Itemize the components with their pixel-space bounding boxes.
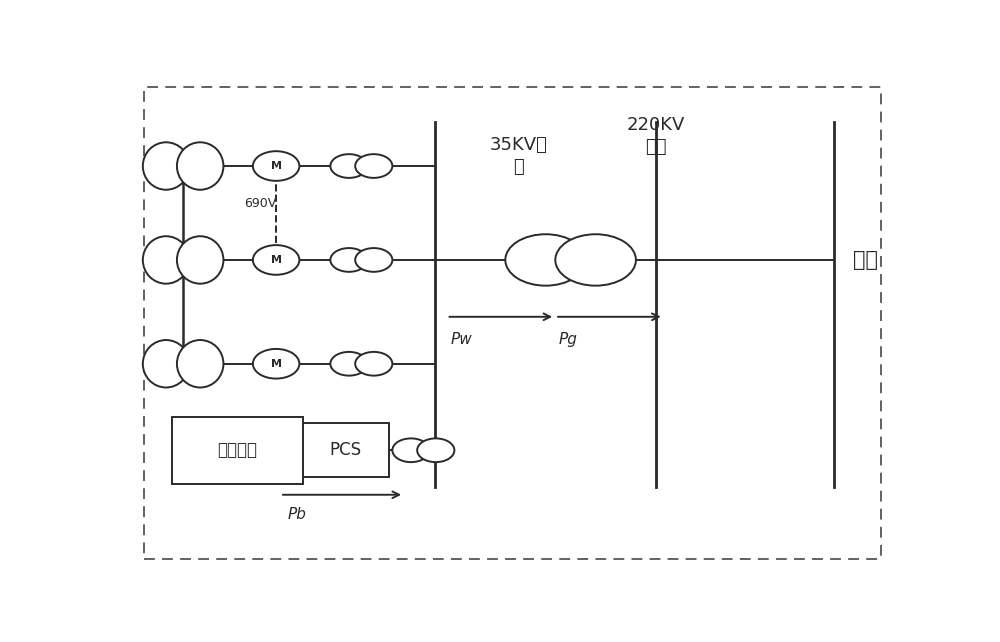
Text: Pw: Pw bbox=[450, 331, 472, 347]
Ellipse shape bbox=[177, 236, 223, 284]
Text: 储能电池: 储能电池 bbox=[217, 441, 257, 459]
Circle shape bbox=[417, 438, 454, 462]
Text: 220KV
母线: 220KV 母线 bbox=[627, 116, 685, 157]
Ellipse shape bbox=[143, 236, 189, 284]
FancyBboxPatch shape bbox=[303, 423, 388, 478]
Circle shape bbox=[392, 438, 430, 462]
Ellipse shape bbox=[177, 143, 223, 190]
Text: M: M bbox=[271, 359, 282, 369]
Circle shape bbox=[505, 234, 586, 286]
FancyBboxPatch shape bbox=[172, 417, 303, 484]
Circle shape bbox=[355, 154, 392, 178]
Circle shape bbox=[330, 248, 368, 272]
Circle shape bbox=[330, 352, 368, 376]
Text: Pg: Pg bbox=[559, 331, 578, 347]
Circle shape bbox=[253, 349, 299, 379]
Ellipse shape bbox=[143, 340, 189, 388]
Ellipse shape bbox=[143, 143, 189, 190]
Circle shape bbox=[253, 245, 299, 275]
Text: M: M bbox=[271, 255, 282, 265]
Text: 电网: 电网 bbox=[853, 250, 878, 270]
Text: 690V: 690V bbox=[244, 196, 277, 209]
Text: PCS: PCS bbox=[330, 441, 362, 459]
Circle shape bbox=[555, 234, 636, 286]
Circle shape bbox=[253, 152, 299, 181]
Circle shape bbox=[355, 248, 392, 272]
Ellipse shape bbox=[177, 340, 223, 388]
Text: 35KV母
线: 35KV母 线 bbox=[489, 136, 547, 177]
Circle shape bbox=[355, 352, 392, 376]
Circle shape bbox=[330, 154, 368, 178]
Text: Pb: Pb bbox=[288, 507, 307, 522]
Text: M: M bbox=[271, 161, 282, 171]
